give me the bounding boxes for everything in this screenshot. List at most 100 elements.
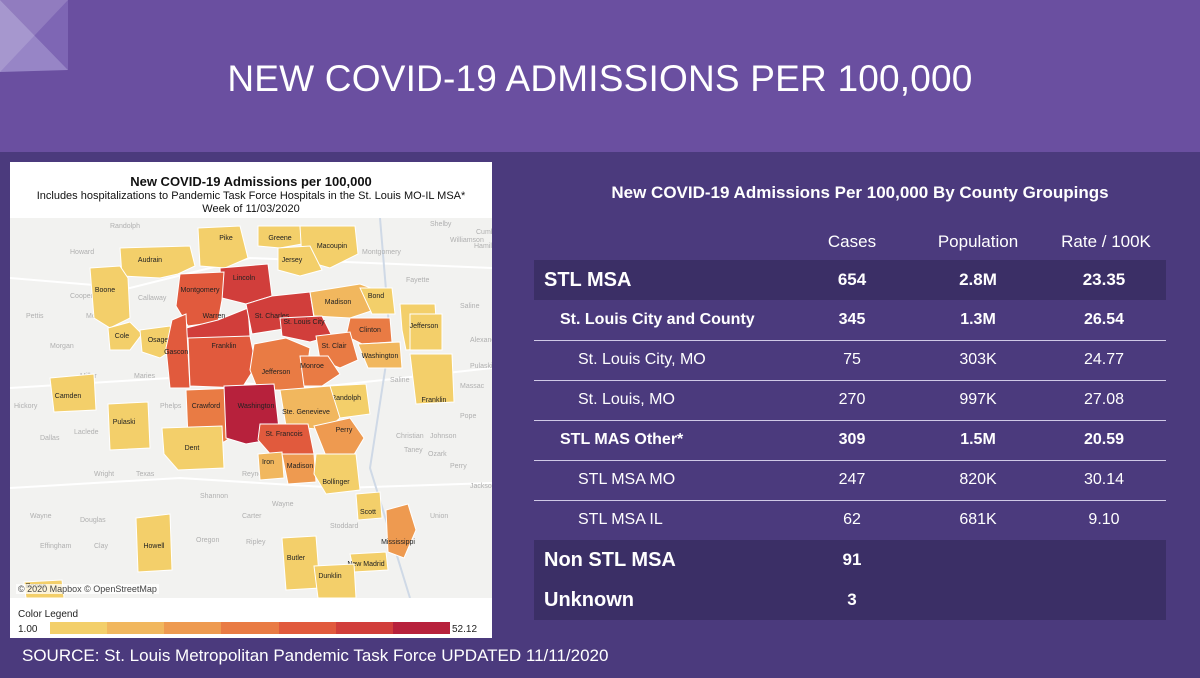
county-region[interactable] [299,355,341,387]
county-region[interactable] [281,535,321,591]
table-row[interactable]: St. Louis City, MO 75 303K 24.77 [534,340,1166,381]
place-label: Williamson [450,237,484,244]
county-label: Montgomery [181,287,220,294]
table-row[interactable]: St. Louis City and County 345 1.3M 26.54 [534,300,1166,341]
table-row[interactable]: St. Louis, MO 270 997K 27.08 [534,380,1166,421]
county-label: Perry [336,427,353,434]
county-label: Dent [185,445,200,452]
county-region[interactable] [355,491,383,521]
county-region[interactable] [281,453,317,485]
row-cases: 345 [838,311,866,328]
row-label: STL MSA MO [578,471,676,488]
row-cases: 270 [838,391,866,408]
county-label: Washington [238,403,275,410]
row-population: 303K [959,351,997,368]
county-region[interactable] [187,335,257,389]
place-label: Christian [396,433,424,440]
county-region[interactable] [385,503,417,559]
county-region[interactable] [357,341,403,369]
table-row[interactable]: STL MSA MO 247 820K 30.14 [534,460,1166,501]
table-row[interactable]: Unknown 3 [534,580,1166,620]
county-region[interactable] [313,417,365,459]
county-region[interactable] [257,225,303,249]
place-label: Phelps [160,403,182,410]
place-label: Shelby [430,221,452,228]
county-region[interactable] [107,401,151,451]
table-row[interactable]: STL MAS Other* 309 1.5M 20.59 [534,420,1166,461]
row-label: STL MSA IL [578,511,663,528]
county-label: Jefferson [262,369,291,376]
county-region[interactable] [165,313,191,389]
county-region[interactable] [409,353,455,405]
place-label: Douglas [80,517,106,524]
county-label: Monroe [300,363,324,370]
county-label: St. Louis City [283,319,325,326]
place-label: Effingham [40,543,72,550]
place-label: Randolph [110,223,140,230]
county-region[interactable] [197,225,249,269]
county-region[interactable] [409,313,443,351]
place-label: Morgan [50,343,74,350]
county-region[interactable] [359,287,396,315]
county-region[interactable] [161,425,225,471]
place-label: Clay [94,543,109,550]
place-label: Wayne [30,513,52,520]
county-label: Mississippi [381,539,415,546]
place-label: Cumb [476,229,492,236]
table-title: New COVID-19 Admissions Per 100,000 By C… [611,183,1109,202]
county-label: Bollinger [322,479,350,486]
row-label: STL MSA [544,269,632,291]
map-attribution[interactable]: © 2020 Mapbox © OpenStreetMap [16,584,159,594]
row-population: 820K [959,471,997,488]
county-label: Gasconade [164,349,200,356]
legend-min-value: 1.00 [18,624,38,635]
row-cases: 309 [838,431,866,448]
row-label: Non STL MSA [544,549,676,571]
county-label: Jersey [282,257,303,264]
place-label: Carter [242,513,262,520]
legend-swatch [335,622,393,634]
county-region[interactable] [313,563,357,599]
county-map[interactable]: ShelbyFayetteMontgomeryCallawayMillerMar… [9,217,502,599]
place-label: Hamilton [474,243,492,250]
county-label: Crawford [192,403,221,410]
legend-swatch [392,622,450,634]
page-curl-decoration [0,0,68,72]
row-cases: 62 [843,511,861,528]
county-region[interactable] [257,451,285,481]
county-label: Greene [268,235,291,242]
county-label: Clinton [359,327,381,334]
county-region[interactable] [277,245,323,277]
map-svg: ShelbyFayetteMontgomeryCallawayMillerMar… [9,217,502,599]
place-label: Shannon [200,493,228,500]
county-label: Randolph [331,395,361,402]
county-region[interactable] [107,321,143,351]
county-region[interactable] [257,423,315,457]
place-label: Pulaski [470,363,492,370]
color-legend-title: Color Legend [18,609,79,620]
county-region[interactable] [89,265,131,329]
county-label: St. Francois [265,431,303,438]
place-label: Jackson [470,483,492,490]
place-label: Dallas [40,435,60,442]
row-population: 997K [959,391,997,408]
county-region[interactable] [313,453,361,495]
place-label: Howard [70,249,94,256]
place-label: Oregon [196,537,219,544]
county-label: Butler [287,555,306,562]
county-region[interactable] [135,513,173,573]
place-label: Fayette [406,277,429,284]
county-region[interactable] [49,373,97,413]
place-label: Laclede [74,429,99,436]
header-cases: Cases [827,232,877,251]
row-rate: 24.77 [1083,351,1125,368]
county-label: Ste. Genevieve [282,409,330,416]
place-label: Cooper [70,293,94,300]
table-row[interactable]: STL MSA 654 2.8M 23.35 [534,260,1166,300]
header-population: Population [937,232,1019,251]
county-label: New Madrid [347,561,384,568]
table-row[interactable]: STL MSA IL 62 681K 9.10 [534,500,1166,541]
table-row[interactable]: Non STL MSA 91 [534,540,1166,580]
place-label: Wright [94,471,114,478]
